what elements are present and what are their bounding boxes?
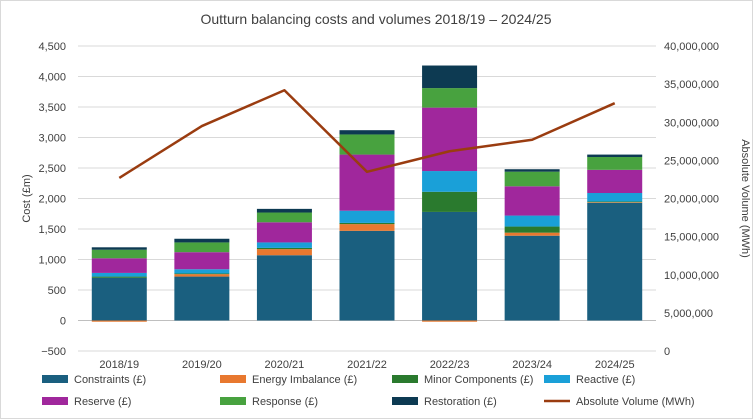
legend-swatch-reactive [544, 375, 570, 383]
bar-segment-reactive-2018-19 [91, 272, 147, 277]
legend-label-absolute-volume-mwh: Absolute Volume (MWh) [576, 396, 695, 408]
legend-swatch-minor-components [392, 375, 418, 383]
bar-segment-reserve-2022-23 [422, 107, 478, 172]
bar-segment-constraints-2019-20 [174, 276, 230, 321]
y-tick-label: 2,000 [38, 194, 66, 206]
bar-segment-reactive-2019-20 [174, 269, 230, 274]
y-tick-label: 4,500 [38, 41, 66, 53]
chart-title: Outturn balancing costs and volumes 2018… [200, 11, 551, 27]
bar-segment-response-2019-20 [174, 242, 230, 253]
bar-segment-energy-imbalance-2018-19 [91, 320, 147, 322]
bar-segment-energy-imbalance-2019-20 [174, 274, 230, 277]
legend-label-constraints: Constraints (£) [74, 374, 146, 386]
bar-segment-restoration-2019-20 [174, 238, 230, 243]
bar-segment-reserve-2024-25 [587, 169, 643, 194]
bar-segment-response-2021-22 [339, 134, 395, 155]
y2-tick-label: 20,000,000 [664, 194, 719, 206]
bar-segment-reserve-2020-21 [256, 222, 312, 243]
bar-segment-reserve-2018-19 [91, 258, 147, 273]
y2-tick-label: 40,000,000 [664, 41, 719, 53]
y2-tick-label: 0 [664, 346, 670, 358]
y-tick-label: 2,500 [38, 163, 66, 175]
bar-segment-energy-imbalance-2021-22 [339, 224, 395, 231]
bar-segment-response-2018-19 [91, 249, 147, 259]
y-tick-label: 0 [60, 316, 66, 328]
y2-tick-label: 15,000,000 [664, 232, 719, 244]
bar-segment-minor-components-2020-21 [256, 247, 312, 250]
bar-segment-restoration-2020-21 [256, 208, 312, 213]
legend-label-energy-imbalance: Energy Imbalance (£) [252, 374, 357, 386]
bar-segment-reactive-2024-25 [587, 193, 643, 202]
bar-segment-minor-components-2018-19 [91, 276, 147, 278]
y2-tick-label: 5,000,000 [664, 308, 713, 320]
bar-segment-response-2024-25 [587, 157, 643, 170]
y2-tick-label: 35,000,000 [664, 79, 719, 91]
bar-segment-energy-imbalance-2023-24 [504, 232, 560, 236]
y2-tick-label: 10,000,000 [664, 270, 719, 282]
bar-segment-restoration-2024-25 [587, 154, 643, 158]
legend-label-reactive: Reactive (£) [576, 374, 635, 386]
bar-segment-energy-imbalance-2024-25 [587, 202, 643, 203]
x-tick-label: 2020/21 [265, 359, 305, 371]
bar-segment-constraints-2022-23 [422, 211, 478, 321]
y-tick-label: 500 [48, 285, 66, 297]
y-tick-label: 3,500 [38, 102, 66, 114]
bar-segment-restoration-2021-22 [339, 130, 395, 135]
x-tick-label: 2024/25 [595, 359, 635, 371]
bar-segment-response-2022-23 [422, 88, 478, 108]
bar-segment-minor-components-2019-20 [174, 273, 230, 275]
legend-label-response: Response (£) [252, 396, 318, 408]
y2-tick-label: 25,000,000 [664, 155, 719, 167]
bar-segment-minor-components-2023-24 [504, 226, 560, 233]
legend-swatch-energy-imbalance [220, 375, 246, 383]
y-tick-label: 1,000 [38, 255, 66, 267]
y2-axis-title: Absolute Volume (MWh) [739, 139, 751, 258]
bar-segment-restoration-2023-24 [504, 169, 560, 172]
x-tick-label: 2018/19 [99, 359, 139, 371]
y-tick-label: 3,000 [38, 133, 66, 145]
bar-segment-constraints-2023-24 [504, 235, 560, 321]
y-tick-label: 4,000 [38, 72, 66, 84]
bar-segment-restoration-2018-19 [91, 247, 147, 250]
y2-tick-label: 30,000,000 [664, 117, 719, 129]
bar-segment-constraints-2024-25 [587, 202, 643, 321]
bar-segment-restoration-2022-23 [422, 65, 478, 89]
bar-segment-constraints-2020-21 [256, 255, 312, 321]
bar-segment-reserve-2023-24 [504, 186, 560, 216]
bar-segment-response-2020-21 [256, 212, 312, 223]
legend-label-restoration: Restoration (£) [424, 396, 497, 408]
bar-segment-energy-imbalance-2022-23 [422, 320, 478, 322]
x-tick-label: 2021/22 [347, 359, 387, 371]
y-tick-label: −500 [41, 346, 66, 358]
y-tick-label: 1,500 [38, 224, 66, 236]
bar-segment-reactive-2022-23 [422, 171, 478, 192]
y-axis-title: Cost (£m) [21, 174, 33, 222]
bar-segment-reserve-2021-22 [339, 154, 395, 211]
bar-segment-minor-components-2022-23 [422, 191, 478, 212]
x-tick-label: 2023/24 [512, 359, 552, 371]
legend-swatch-restoration [392, 397, 418, 405]
bar-segment-minor-components-2021-22 [339, 222, 395, 225]
bar-segment-constraints-2018-19 [91, 277, 147, 321]
bar-segment-reactive-2023-24 [504, 215, 560, 227]
legend-swatch-constraints [42, 375, 68, 383]
legend-swatch-response [220, 397, 246, 405]
legend-label-reserve: Reserve (£) [74, 396, 131, 408]
bar-segment-energy-imbalance-2020-21 [256, 249, 312, 256]
bar-segment-minor-components-2024-25 [587, 201, 643, 203]
bar-segment-constraints-2021-22 [339, 230, 395, 321]
bar-segment-reserve-2019-20 [174, 252, 230, 270]
legend-label-minor-components: Minor Components (£) [424, 374, 533, 386]
x-tick-label: 2022/23 [430, 359, 470, 371]
x-tick-label: 2019/20 [182, 359, 222, 371]
bar-segment-reactive-2020-21 [256, 242, 312, 248]
legend-swatch-reserve [42, 397, 68, 405]
bar-segment-reactive-2021-22 [339, 210, 395, 223]
bar-segment-response-2023-24 [504, 171, 560, 187]
